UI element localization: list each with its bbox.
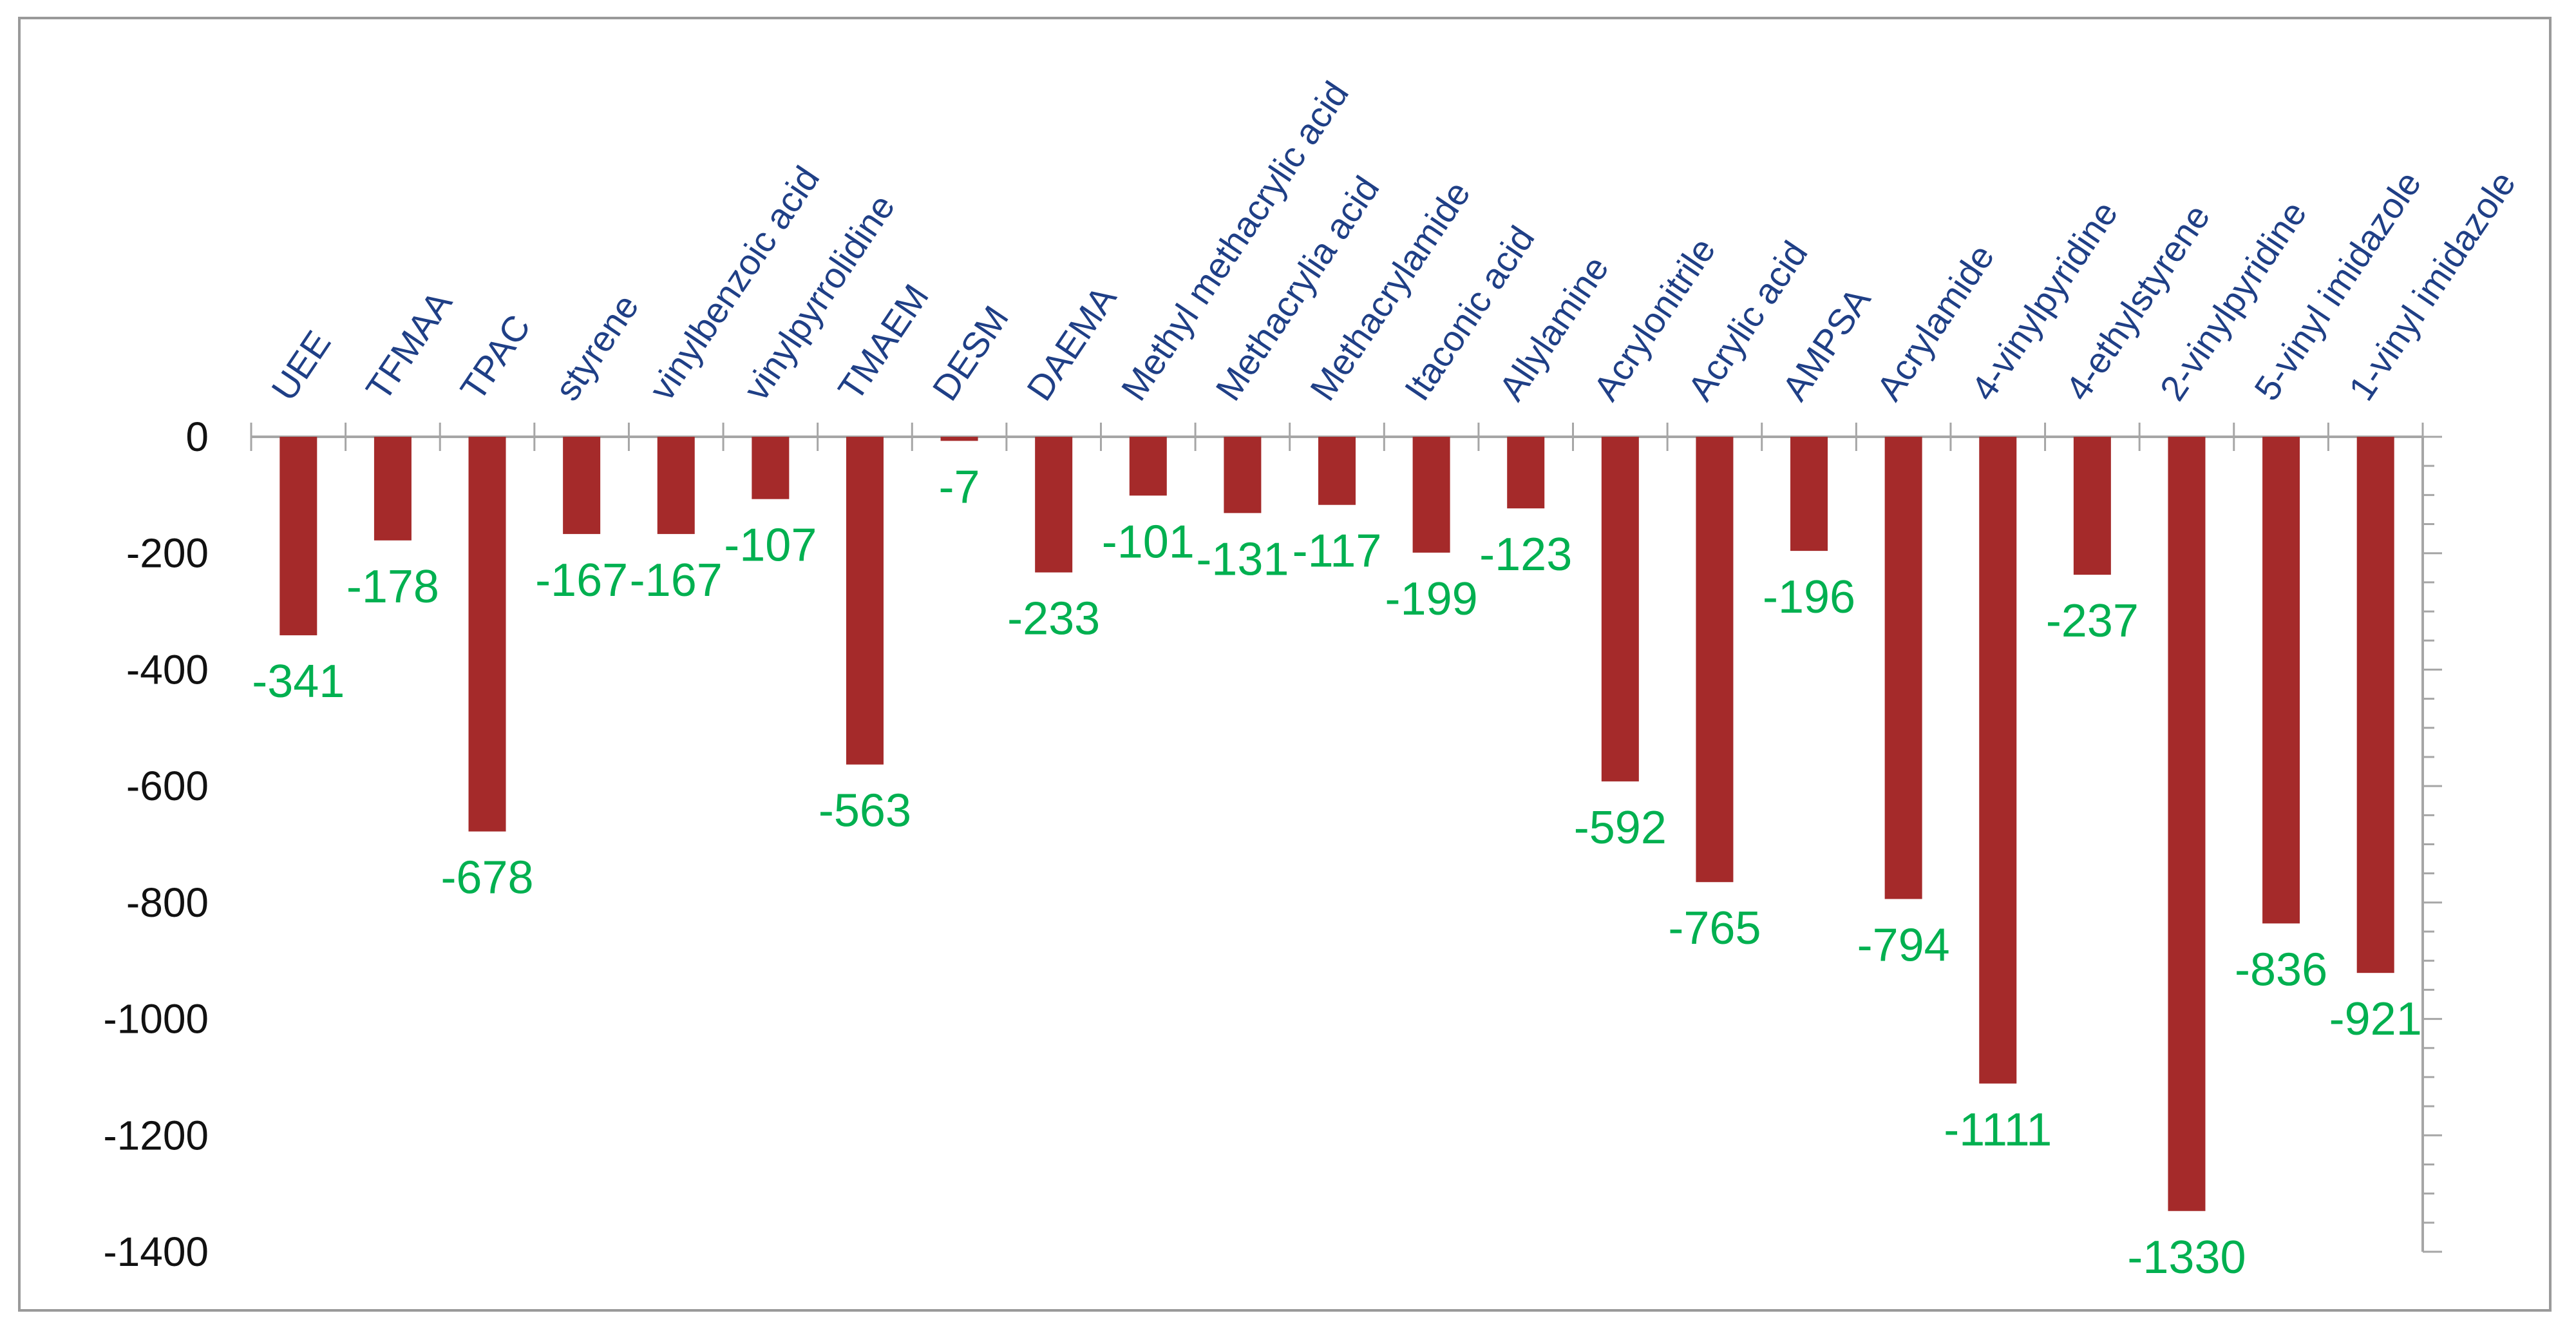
data-label: -836	[2235, 944, 2327, 995]
bar	[1979, 437, 2017, 1084]
bar	[752, 437, 790, 499]
y-axis-tick-labels: 0 -200 -400 -600 -800 -1000 -1200 -1400	[103, 414, 209, 1275]
y-tick-label: -1400	[103, 1229, 209, 1275]
data-label: -167	[630, 555, 723, 606]
data-label: -131	[1196, 533, 1289, 585]
y-tick-label: -600	[126, 763, 209, 809]
category-label: TFMAA	[358, 283, 460, 408]
data-labels: -341-178-678-167 -167-107-563-7-233-101 -1…	[252, 461, 2422, 1283]
data-label: -1111	[1944, 1104, 2052, 1156]
bar	[846, 437, 884, 765]
y-tick-label: -1200	[103, 1112, 209, 1158]
bar	[657, 437, 695, 534]
y-tick-label: 0	[185, 414, 209, 460]
data-label: -233	[1007, 593, 1100, 645]
category-label: 1-vinyl imidazole	[2340, 164, 2523, 407]
data-label: -765	[1668, 903, 1761, 954]
y-tick-label: -1000	[103, 996, 209, 1042]
data-label: -117	[1293, 526, 1382, 577]
category-label: styrene	[547, 287, 647, 407]
bar-series	[279, 437, 2394, 1211]
y-tick-label: -800	[126, 879, 209, 926]
bar	[2168, 437, 2206, 1211]
data-label: -7	[939, 461, 980, 513]
data-label: -794	[1857, 919, 1950, 971]
bar	[1035, 437, 1073, 573]
y-tick-label: -200	[126, 530, 209, 577]
bar	[940, 437, 978, 441]
data-label: -196	[1763, 571, 1855, 623]
bar	[1601, 437, 1639, 781]
bar	[468, 437, 506, 832]
data-label: -341	[252, 656, 345, 707]
bar	[1129, 437, 1167, 496]
bar	[2356, 437, 2394, 973]
category-label: TMAEM	[830, 277, 936, 408]
data-label: -199	[1385, 573, 1478, 625]
bar	[563, 437, 601, 534]
data-label: -101	[1102, 516, 1195, 568]
bar	[279, 437, 317, 636]
data-label: -167	[535, 555, 628, 606]
bar	[1507, 437, 1545, 509]
bar	[2073, 437, 2111, 575]
chart-frame: 0 -200 -400 -600 -800 -1000 -1200 -1400 UEE TFMA…	[18, 17, 2552, 1312]
bar	[1224, 437, 1262, 513]
data-label: -1330	[2127, 1232, 2246, 1283]
data-label: -921	[2329, 993, 2422, 1045]
data-label: -237	[2046, 595, 2139, 647]
bar	[1696, 437, 1734, 883]
data-label: -178	[346, 561, 439, 613]
data-label: -563	[819, 785, 911, 837]
category-label: vinylbenzoic acid	[641, 159, 827, 408]
data-label: -592	[1574, 802, 1667, 854]
bar	[1412, 437, 1450, 553]
category-label: AMPSA	[1774, 280, 1879, 407]
bar	[1884, 437, 1922, 899]
category-label: 5-vinyl imidazole	[2246, 164, 2429, 407]
bar	[2262, 437, 2300, 924]
data-label: -107	[724, 520, 817, 571]
category-label: UEE	[263, 323, 339, 408]
category-label: TPAC	[452, 307, 538, 408]
data-label: -678	[440, 852, 533, 904]
category-label: DAEMA	[1019, 278, 1124, 408]
bar	[374, 437, 412, 541]
y-tick-label: -400	[126, 646, 209, 693]
bar	[1318, 437, 1356, 505]
bar	[1790, 437, 1828, 551]
bar-chart: 0 -200 -400 -600 -800 -1000 -1200 -1400 UEE TFMA…	[103, 74, 2523, 1283]
data-label: -123	[1479, 529, 1572, 580]
category-label: DESM	[924, 298, 1016, 407]
